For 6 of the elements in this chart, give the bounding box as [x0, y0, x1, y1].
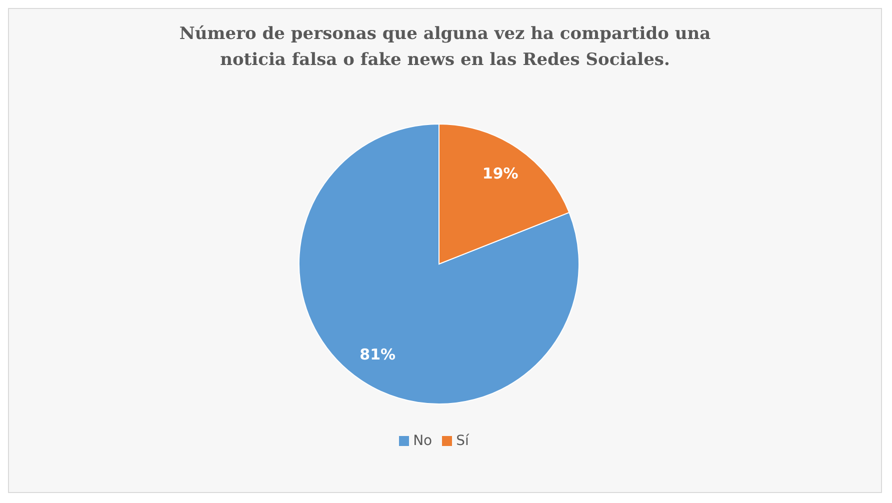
pie-slice	[298, 124, 580, 404]
data-label: 81%	[360, 345, 396, 364]
legend-label: Sí	[456, 433, 469, 449]
chart-title: Número de personas que alguna vez ha compartido una noticia falsa o fake news en las Redes Sociales.	[178, 23, 712, 72]
legend-label: No	[413, 433, 432, 449]
data-label: 19%	[482, 164, 518, 183]
